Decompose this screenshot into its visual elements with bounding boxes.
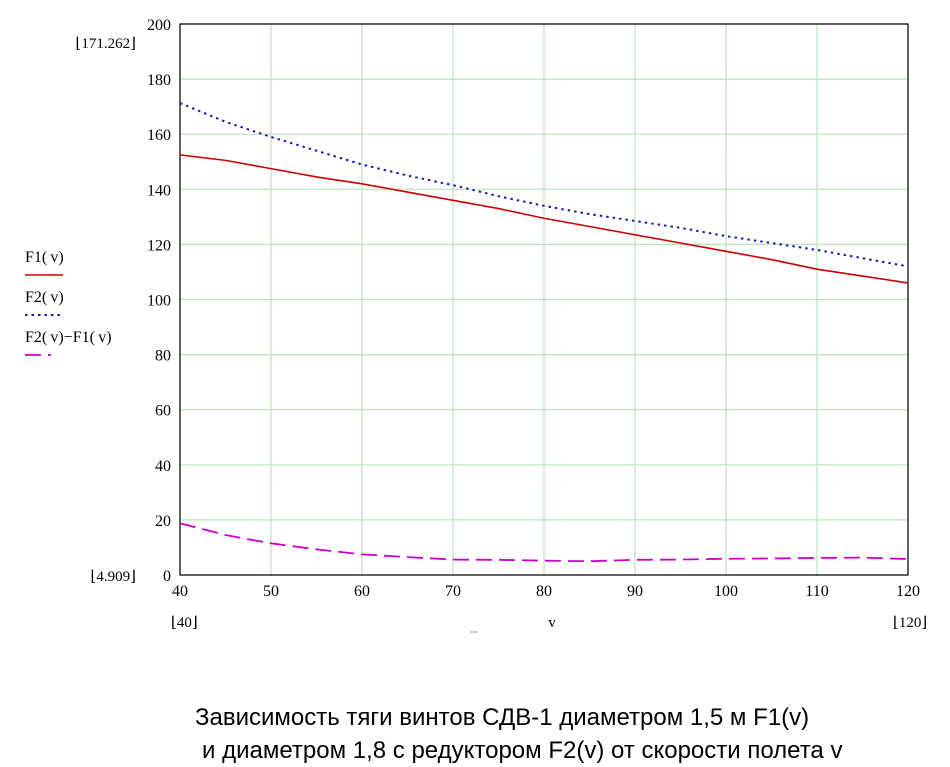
x-tick-label-120: 120 <box>896 583 920 600</box>
x-tick-label-110: 110 <box>805 583 828 600</box>
x-tick-label-80: 80 <box>536 583 552 600</box>
x-min-range-label: ⌊40⌋ <box>171 615 198 631</box>
x-tick-label-100: 100 <box>714 583 738 600</box>
plot-frame <box>179 23 909 576</box>
legend-label-2: F2( v) <box>25 289 64 306</box>
y-tick-label-40: 40 <box>155 458 171 475</box>
x-tick-label-70: 70 <box>445 583 461 600</box>
legend: F1( v) F2( v) F2( v)−F1( v) <box>25 249 112 356</box>
y-tick-label-100: 100 <box>147 293 171 310</box>
y-tick-label-20: 20 <box>155 513 171 530</box>
x-max-range-label: ⌊120⌋ <box>893 615 927 631</box>
y-tick-labels: 0 20 40 60 80 100 120 140 160 180 200 <box>147 17 171 585</box>
caption-line-1: Зависимость тяги винтов СДВ-1 диаметром … <box>195 704 810 731</box>
chart-grid <box>179 23 909 576</box>
y-max-range-label: ⌊171.262⌋ <box>76 36 136 52</box>
y-tick-label-180: 180 <box>147 72 171 89</box>
x-tick-label-40: 40 <box>172 583 188 600</box>
y-tick-label-80: 80 <box>155 348 171 365</box>
legend-label-1: F1( v) <box>25 249 64 266</box>
series-layer <box>179 102 909 563</box>
y-tick-label-120: 120 <box>147 237 171 254</box>
x-tick-labels: 40 50 60 70 80 90 100 110 120 <box>172 583 920 600</box>
y-tick-label-200: 200 <box>147 17 171 34</box>
x-axis-label: v <box>548 615 556 631</box>
series-line-3 <box>179 522 909 563</box>
series-line-1 <box>179 154 909 284</box>
x-tick-label-60: 60 <box>354 583 370 600</box>
legend-label-3: F2( v)−F1( v) <box>25 329 112 346</box>
caption-line-2: и диаметром 1,8 с редуктором F2(v) от ск… <box>202 737 843 764</box>
y-tick-label-60: 60 <box>155 403 171 420</box>
y-tick-label-0: 0 <box>163 568 171 585</box>
x-tick-label-50: 50 <box>263 583 279 600</box>
y-tick-label-140: 140 <box>147 182 171 199</box>
x-tick-label-90: 90 <box>627 583 643 600</box>
y-tick-label-160: 160 <box>147 127 171 144</box>
y-min-range-label: ⌊4.909⌋ <box>91 569 136 585</box>
series-line-2 <box>179 102 909 268</box>
